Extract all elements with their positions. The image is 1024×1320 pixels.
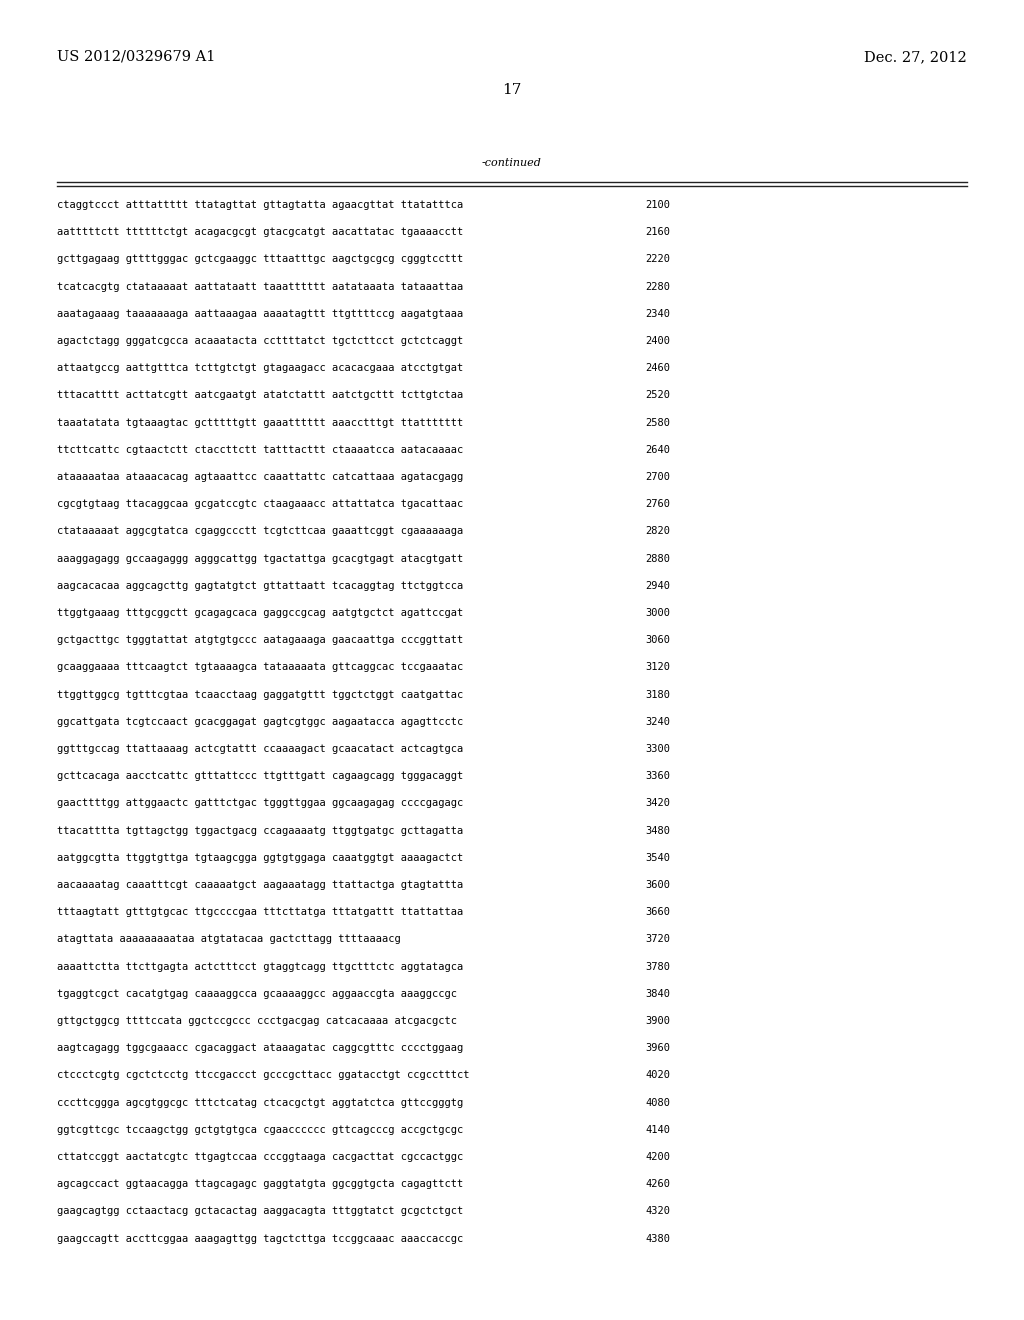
Text: ggtttgccag ttattaaaag actcgtattt ccaaaagact gcaacatact actcagtgca: ggtttgccag ttattaaaag actcgtattt ccaaaag… bbox=[57, 744, 463, 754]
Text: agcagccact ggtaacagga ttagcagagc gaggtatgta ggcggtgcta cagagttctt: agcagccact ggtaacagga ttagcagagc gaggtat… bbox=[57, 1179, 463, 1189]
Text: taaatatata tgtaaagtac gctttttgtt gaaatttttt aaacctttgt ttattttttt: taaatatata tgtaaagtac gctttttgtt gaaattt… bbox=[57, 417, 463, 428]
Text: gcaaggaaaa tttcaagtct tgtaaaagca tataaaaata gttcaggcac tccgaaatac: gcaaggaaaa tttcaagtct tgtaaaagca tataaaa… bbox=[57, 663, 463, 672]
Text: 2460: 2460 bbox=[645, 363, 670, 374]
Text: 3900: 3900 bbox=[645, 1016, 670, 1026]
Text: ttggttggcg tgtttcgtaa tcaacctaag gaggatgttt tggctctggt caatgattac: ttggttggcg tgtttcgtaa tcaacctaag gaggatg… bbox=[57, 689, 463, 700]
Text: agactctagg gggatcgcca acaaatacta ccttttatct tgctcttcct gctctcaggt: agactctagg gggatcgcca acaaatacta cctttta… bbox=[57, 337, 463, 346]
Text: 2580: 2580 bbox=[645, 417, 670, 428]
Text: 3960: 3960 bbox=[645, 1043, 670, 1053]
Text: 2280: 2280 bbox=[645, 281, 670, 292]
Text: 3360: 3360 bbox=[645, 771, 670, 781]
Text: aaaattctta ttcttgagta actctttcct gtaggtcagg ttgctttctc aggtatagca: aaaattctta ttcttgagta actctttcct gtaggtc… bbox=[57, 961, 463, 972]
Text: tttacatttt acttatcgtt aatcgaatgt atatctattt aatctgcttt tcttgtctaa: tttacatttt acttatcgtt aatcgaatgt atatcta… bbox=[57, 391, 463, 400]
Text: 2700: 2700 bbox=[645, 473, 670, 482]
Text: aatggcgtta ttggtgttga tgtaagcgga ggtgtggaga caaatggtgt aaaagactct: aatggcgtta ttggtgttga tgtaagcgga ggtgtgg… bbox=[57, 853, 463, 863]
Text: 3600: 3600 bbox=[645, 880, 670, 890]
Text: gttgctggcg ttttccata ggctccgccc ccctgacgag catcacaaaa atcgacgctc: gttgctggcg ttttccata ggctccgccc ccctgacg… bbox=[57, 1016, 457, 1026]
Text: US 2012/0329679 A1: US 2012/0329679 A1 bbox=[57, 50, 215, 63]
Text: gaacttttgg attggaactc gatttctgac tgggttggaa ggcaagagag ccccgagagc: gaacttttgg attggaactc gatttctgac tgggttg… bbox=[57, 799, 463, 808]
Text: 2400: 2400 bbox=[645, 337, 670, 346]
Text: 2820: 2820 bbox=[645, 527, 670, 536]
Text: 2880: 2880 bbox=[645, 553, 670, 564]
Text: 4080: 4080 bbox=[645, 1098, 670, 1107]
Text: 2340: 2340 bbox=[645, 309, 670, 319]
Text: ttggtgaaag tttgcggctt gcagagcaca gaggccgcag aatgtgctct agattccgat: ttggtgaaag tttgcggctt gcagagcaca gaggccg… bbox=[57, 609, 463, 618]
Text: gaagccagtt accttcggaa aaagagttgg tagctcttga tccggcaaac aaaccaccgc: gaagccagtt accttcggaa aaagagttgg tagctct… bbox=[57, 1234, 463, 1243]
Text: 4320: 4320 bbox=[645, 1206, 670, 1217]
Text: 4200: 4200 bbox=[645, 1152, 670, 1162]
Text: Dec. 27, 2012: Dec. 27, 2012 bbox=[864, 50, 967, 63]
Text: aacaaaatag caaatttcgt caaaaatgct aagaaatagg ttattactga gtagtattta: aacaaaatag caaatttcgt caaaaatgct aagaaat… bbox=[57, 880, 463, 890]
Text: 3000: 3000 bbox=[645, 609, 670, 618]
Text: cgcgtgtaag ttacaggcaa gcgatccgtc ctaagaaacc attattatca tgacattaac: cgcgtgtaag ttacaggcaa gcgatccgtc ctaagaa… bbox=[57, 499, 463, 510]
Text: 2160: 2160 bbox=[645, 227, 670, 238]
Text: 3420: 3420 bbox=[645, 799, 670, 808]
Text: ggcattgata tcgtccaact gcacggagat gagtcgtggc aagaatacca agagttcctc: ggcattgata tcgtccaact gcacggagat gagtcgt… bbox=[57, 717, 463, 727]
Text: 3180: 3180 bbox=[645, 689, 670, 700]
Text: 3120: 3120 bbox=[645, 663, 670, 672]
Text: aaaggagagg gccaagaggg agggcattgg tgactattga gcacgtgagt atacgtgatt: aaaggagagg gccaagaggg agggcattgg tgactat… bbox=[57, 553, 463, 564]
Text: tttaagtatt gtttgtgcac ttgccccgaa tttcttatga tttatgattt ttattattaa: tttaagtatt gtttgtgcac ttgccccgaa tttctta… bbox=[57, 907, 463, 917]
Text: aaatagaaag taaaaaaaga aattaaagaa aaaatagttt ttgttttccg aagatgtaaa: aaatagaaag taaaaaaaga aattaaagaa aaaatag… bbox=[57, 309, 463, 319]
Text: 3480: 3480 bbox=[645, 825, 670, 836]
Text: 3060: 3060 bbox=[645, 635, 670, 645]
Text: tgaggtcgct cacatgtgag caaaaggcca gcaaaaggcc aggaaccgta aaaggccgc: tgaggtcgct cacatgtgag caaaaggcca gcaaaag… bbox=[57, 989, 457, 999]
Text: cttatccggt aactatcgtc ttgagtccaa cccggtaaga cacgacttat cgccactggc: cttatccggt aactatcgtc ttgagtccaa cccggta… bbox=[57, 1152, 463, 1162]
Text: 3720: 3720 bbox=[645, 935, 670, 944]
Text: 3240: 3240 bbox=[645, 717, 670, 727]
Text: gaagcagtgg cctaactacg gctacactag aaggacagta tttggtatct gcgctctgct: gaagcagtgg cctaactacg gctacactag aaggaca… bbox=[57, 1206, 463, 1217]
Text: 4020: 4020 bbox=[645, 1071, 670, 1080]
Text: 2220: 2220 bbox=[645, 255, 670, 264]
Text: 2520: 2520 bbox=[645, 391, 670, 400]
Text: ggtcgttcgc tccaagctgg gctgtgtgca cgaacccccc gttcagcccg accgctgcgc: ggtcgttcgc tccaagctgg gctgtgtgca cgaaccc… bbox=[57, 1125, 463, 1135]
Text: aatttttctt ttttttctgt acagacgcgt gtacgcatgt aacattatac tgaaaacctt: aatttttctt ttttttctgt acagacgcgt gtacgca… bbox=[57, 227, 463, 238]
Text: 3300: 3300 bbox=[645, 744, 670, 754]
Text: ctaggtccct atttattttt ttatagttat gttagtatta agaacgttat ttatatttca: ctaggtccct atttattttt ttatagttat gttagta… bbox=[57, 201, 463, 210]
Text: 2100: 2100 bbox=[645, 201, 670, 210]
Text: 3780: 3780 bbox=[645, 961, 670, 972]
Text: ctataaaaat aggcgtatca cgaggccctt tcgtcttcaa gaaattcggt cgaaaaaaga: ctataaaaat aggcgtatca cgaggccctt tcgtctt… bbox=[57, 527, 463, 536]
Text: gcttgagaag gttttgggac gctcgaaggc tttaatttgc aagctgcgcg cgggtccttt: gcttgagaag gttttgggac gctcgaaggc tttaatt… bbox=[57, 255, 463, 264]
Text: cccttcggga agcgtggcgc tttctcatag ctcacgctgt aggtatctca gttccgggtg: cccttcggga agcgtggcgc tttctcatag ctcacgc… bbox=[57, 1098, 463, 1107]
Text: -continued: -continued bbox=[482, 158, 542, 168]
Text: ataaaaataa ataaacacag agtaaattcc caaattattc catcattaaa agatacgagg: ataaaaataa ataaacacag agtaaattcc caaatta… bbox=[57, 473, 463, 482]
Text: tcatcacgtg ctataaaaat aattataatt taaatttttt aatataaata tataaattaa: tcatcacgtg ctataaaaat aattataatt taaattt… bbox=[57, 281, 463, 292]
Text: ttcttcattc cgtaactctt ctaccttctt tatttacttt ctaaaatcca aatacaaaac: ttcttcattc cgtaactctt ctaccttctt tatttac… bbox=[57, 445, 463, 455]
Text: 4380: 4380 bbox=[645, 1234, 670, 1243]
Text: 3660: 3660 bbox=[645, 907, 670, 917]
Text: 3540: 3540 bbox=[645, 853, 670, 863]
Text: 2640: 2640 bbox=[645, 445, 670, 455]
Text: gctgacttgc tgggtattat atgtgtgccc aatagaaaga gaacaattga cccggttatt: gctgacttgc tgggtattat atgtgtgccc aatagaa… bbox=[57, 635, 463, 645]
Text: gcttcacaga aacctcattc gtttattccc ttgtttgatt cagaagcagg tgggacaggt: gcttcacaga aacctcattc gtttattccc ttgtttg… bbox=[57, 771, 463, 781]
Text: 2760: 2760 bbox=[645, 499, 670, 510]
Text: aagcacacaa aggcagcttg gagtatgtct gttattaatt tcacaggtag ttctggtcca: aagcacacaa aggcagcttg gagtatgtct gttatta… bbox=[57, 581, 463, 591]
Text: 4260: 4260 bbox=[645, 1179, 670, 1189]
Text: atagttata aaaaaaaaataa atgtatacaa gactcttagg ttttaaaacg: atagttata aaaaaaaaataa atgtatacaa gactct… bbox=[57, 935, 400, 944]
Text: ttacatttta tgttagctgg tggactgacg ccagaaaatg ttggtgatgc gcttagatta: ttacatttta tgttagctgg tggactgacg ccagaaa… bbox=[57, 825, 463, 836]
Text: 4140: 4140 bbox=[645, 1125, 670, 1135]
Text: 3840: 3840 bbox=[645, 989, 670, 999]
Text: aagtcagagg tggcgaaacc cgacaggact ataaagatac caggcgtttc cccctggaag: aagtcagagg tggcgaaacc cgacaggact ataaaga… bbox=[57, 1043, 463, 1053]
Text: attaatgccg aattgtttca tcttgtctgt gtagaagacc acacacgaaa atcctgtgat: attaatgccg aattgtttca tcttgtctgt gtagaag… bbox=[57, 363, 463, 374]
Text: 17: 17 bbox=[503, 83, 521, 96]
Text: ctccctcgtg cgctctcctg ttccgaccct gcccgcttacc ggatacctgt ccgcctttct: ctccctcgtg cgctctcctg ttccgaccct gcccgct… bbox=[57, 1071, 469, 1080]
Text: 2940: 2940 bbox=[645, 581, 670, 591]
